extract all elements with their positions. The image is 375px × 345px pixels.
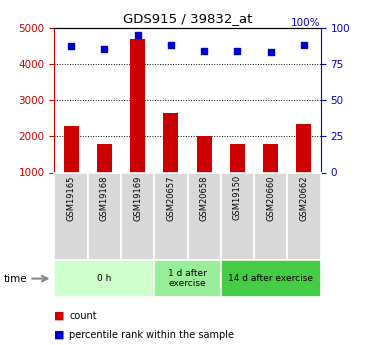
Text: 1 d after
exercise: 1 d after exercise bbox=[168, 269, 207, 288]
Text: GSM19168: GSM19168 bbox=[100, 175, 109, 221]
Point bbox=[135, 32, 141, 38]
Bar bbox=[130, 39, 145, 172]
Text: GSM20658: GSM20658 bbox=[200, 175, 208, 221]
Bar bbox=[230, 144, 245, 172]
Point bbox=[234, 48, 240, 53]
Text: count: count bbox=[69, 311, 97, 321]
Point bbox=[101, 47, 107, 52]
Text: GSM19165: GSM19165 bbox=[66, 175, 75, 220]
Bar bbox=[63, 126, 78, 172]
Bar bbox=[164, 114, 178, 172]
Point bbox=[68, 44, 74, 49]
Point bbox=[201, 48, 207, 53]
Text: 100%: 100% bbox=[291, 18, 321, 28]
Text: GDS915 / 39832_at: GDS915 / 39832_at bbox=[123, 12, 252, 25]
Text: GSM20657: GSM20657 bbox=[166, 175, 176, 221]
Point bbox=[268, 49, 274, 55]
Text: percentile rank within the sample: percentile rank within the sample bbox=[69, 330, 234, 339]
Text: GSM19169: GSM19169 bbox=[133, 175, 142, 220]
Text: 14 d after exercise: 14 d after exercise bbox=[228, 274, 313, 283]
Text: GSM20662: GSM20662 bbox=[300, 175, 309, 221]
Point bbox=[301, 42, 307, 48]
Text: ■: ■ bbox=[54, 311, 65, 321]
Bar bbox=[263, 144, 278, 172]
Bar bbox=[196, 136, 211, 172]
Bar bbox=[97, 144, 112, 172]
Text: GSM20660: GSM20660 bbox=[266, 175, 275, 221]
Text: ■: ■ bbox=[54, 330, 65, 339]
Bar bbox=[297, 124, 312, 172]
Text: GSM19150: GSM19150 bbox=[233, 175, 242, 220]
Text: 0 h: 0 h bbox=[97, 274, 111, 283]
Point bbox=[168, 42, 174, 48]
Text: time: time bbox=[4, 274, 27, 284]
